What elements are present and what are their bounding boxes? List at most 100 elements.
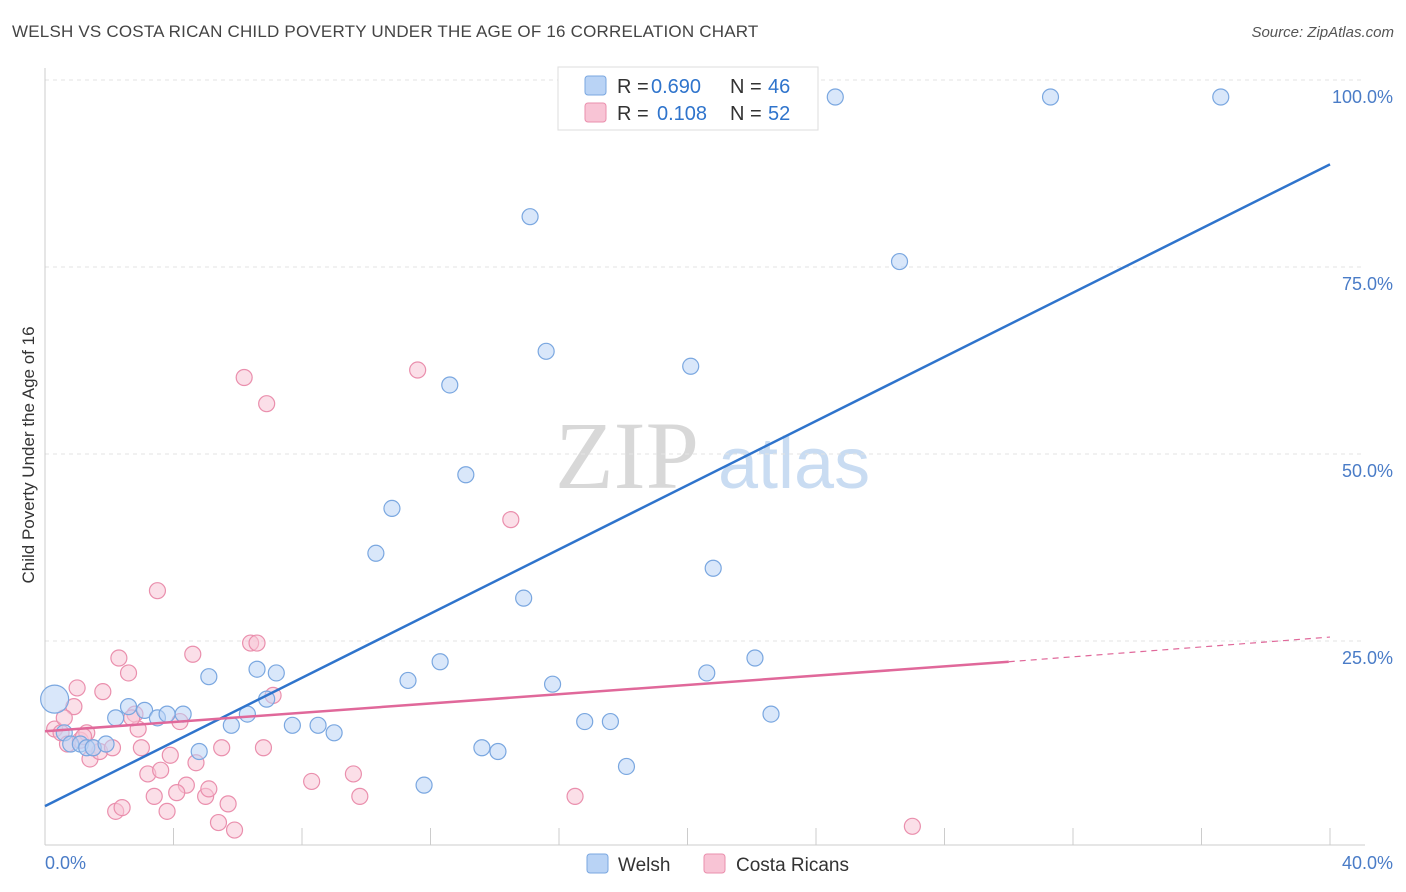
legend-welsh-r-label: R =	[617, 76, 649, 98]
legend-welsh-n-value: 46	[768, 76, 790, 98]
legend-welsh-swatch	[584, 75, 607, 96]
costa-ricans-point	[168, 784, 186, 802]
costa-ricans-point	[258, 395, 276, 413]
costa-ricans-point	[200, 780, 218, 798]
welsh-point	[457, 466, 475, 484]
gridlines	[45, 79, 1365, 642]
welsh-point	[119, 698, 138, 716]
source-credit: Source: ZipAtlas.com	[1251, 24, 1394, 41]
costa-ricans-point	[502, 511, 520, 529]
welsh-point	[601, 712, 620, 731]
welsh-point	[367, 544, 385, 562]
y-tick-label: 50.0%	[1342, 461, 1393, 481]
welsh-point	[617, 757, 636, 776]
x-tick-label: 0.0%	[45, 853, 86, 873]
costa-ricans-point	[351, 787, 369, 805]
welsh-point	[135, 701, 154, 719]
y-tick-label: 25.0%	[1342, 648, 1393, 668]
legend-welsh-n-label: N =	[730, 76, 762, 98]
chart-title: WELSH VS COSTA RICAN CHILD POVERTY UNDER…	[12, 22, 759, 41]
trend-lines	[44, 163, 1331, 808]
series-legend-costa-label: Costa Ricans	[736, 855, 849, 876]
y-tick-label: 100.0%	[1332, 87, 1393, 107]
costa-ricans-point	[145, 787, 163, 805]
watermark-zip: ZIP	[555, 402, 699, 509]
welsh-point	[576, 712, 594, 731]
costa-ricans-point	[209, 813, 228, 832]
welsh-point	[97, 735, 115, 753]
costa-ricans-point	[254, 739, 273, 757]
welsh-points	[40, 88, 1230, 794]
costa-ricans-point	[161, 746, 179, 764]
costa-ricans-point	[213, 739, 231, 757]
series-legend-costa-swatch	[703, 853, 726, 874]
costa-ricans-point	[110, 649, 128, 667]
stats-legend: R = 0.690 N = 46 R = 0.108 N = 52	[557, 66, 819, 131]
watermark-atlas: atlas	[718, 424, 870, 504]
costa-ricans-point	[132, 739, 150, 757]
costa-ricans-point	[119, 664, 138, 682]
welsh-trend-line	[44, 163, 1331, 808]
costa-ricans-point	[158, 802, 176, 820]
costa-ricans-point	[303, 772, 321, 791]
series-legend-welsh-swatch	[586, 853, 609, 874]
costa-ricans-point	[566, 787, 584, 805]
welsh-point	[515, 589, 533, 607]
tick-labels: 25.0% 50.0% 75.0% 100.0% 0.0% 40.0%	[45, 87, 1393, 873]
legend-costa-swatch	[584, 102, 607, 123]
welsh-point	[698, 664, 716, 682]
welsh-point	[489, 742, 507, 761]
costa-ricans-point	[68, 679, 86, 697]
welsh-point	[1041, 88, 1060, 106]
costa-ricans-point	[148, 582, 167, 600]
welsh-point	[107, 709, 125, 727]
welsh-point	[431, 653, 449, 671]
welsh-point	[190, 742, 208, 761]
welsh-point	[200, 668, 218, 686]
y-tick-label: 75.0%	[1342, 274, 1393, 294]
welsh-point	[543, 675, 562, 693]
legend-costa-n-label: N =	[730, 103, 762, 125]
costa-ricans-point	[409, 361, 427, 379]
series-legend-welsh-label: Welsh	[618, 855, 670, 876]
welsh-point	[283, 716, 301, 734]
axes	[44, 68, 1365, 846]
welsh-point	[746, 649, 764, 667]
costa-ricans-point	[248, 634, 266, 652]
welsh-point	[473, 739, 491, 757]
costa-ricans-point	[113, 798, 131, 817]
welsh-point	[826, 88, 844, 106]
welsh-point	[309, 716, 327, 734]
welsh-point	[222, 716, 240, 734]
legend-costa-r-value: 0.108	[657, 103, 707, 125]
costa-ricans-point	[225, 821, 244, 839]
y-axis-label: Child Poverty Under the Age of 16	[19, 326, 38, 583]
costa-ricans-point	[903, 817, 921, 835]
welsh-point	[158, 705, 176, 723]
costa-ricans-point	[184, 645, 202, 663]
welsh-point	[890, 252, 909, 271]
welsh-point	[415, 776, 433, 794]
costa-ricans-point	[94, 683, 112, 701]
legend-costa-n-value: 52	[768, 103, 790, 125]
legend-welsh-r-value: 0.690	[651, 76, 701, 98]
welsh-point	[383, 499, 401, 517]
welsh-point	[1212, 88, 1230, 106]
costa-ricans-trend-line	[44, 660, 1009, 733]
welsh-point	[704, 559, 722, 577]
costa-ricans-point	[344, 765, 362, 783]
costa-ricans-point	[152, 761, 170, 779]
legend-costa-r-label: R =	[617, 103, 649, 125]
costa-ricans-point	[219, 795, 237, 813]
welsh-point	[762, 705, 780, 723]
welsh-point	[521, 208, 539, 226]
welsh-point	[537, 342, 555, 360]
welsh-point	[267, 664, 285, 682]
costa-ricans-point	[235, 368, 253, 387]
welsh-point	[399, 671, 417, 690]
welsh-point	[441, 376, 459, 394]
costa-ricans-trend-extension	[1008, 636, 1331, 663]
series-legend: Welsh Costa Ricans	[586, 853, 849, 876]
welsh-point	[325, 724, 343, 742]
